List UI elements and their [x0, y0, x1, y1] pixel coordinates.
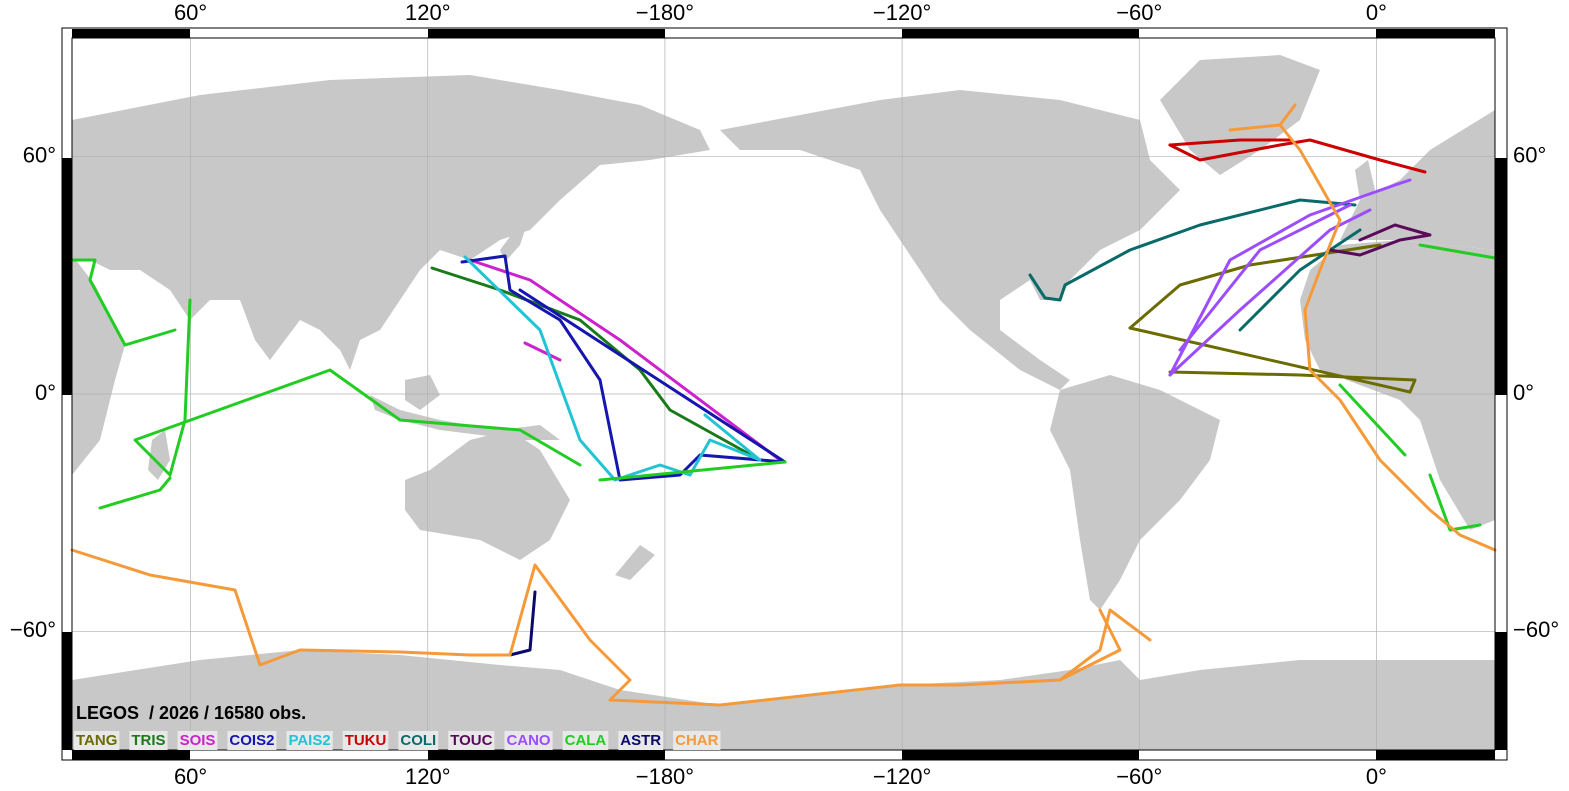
track — [1428, 473, 1482, 532]
legend-label: CHAR — [675, 732, 718, 749]
legend: TANG TRIS SOIS COIS2 PAIS2 TUKU COLI TOUC CANO CA… — [74, 731, 721, 750]
japan — [500, 200, 530, 262]
track — [1278, 103, 1297, 127]
track — [1328, 223, 1432, 257]
legend-box — [129, 731, 168, 750]
track — [468, 258, 782, 462]
legend-label: TRIS — [131, 732, 165, 749]
new-zealand — [615, 545, 655, 580]
track — [1128, 243, 1382, 330]
x-tick-label: 0° — [1366, 0, 1387, 25]
track — [430, 266, 762, 462]
north-america — [720, 90, 1180, 390]
track — [1238, 228, 1362, 332]
legend-box — [673, 731, 721, 750]
legend-label: PAIS2 — [288, 732, 330, 749]
track — [1058, 608, 1122, 682]
legend-label: COIS2 — [229, 732, 274, 749]
africa — [1300, 240, 1495, 530]
y-tick-label: 60° — [23, 142, 56, 167]
x-tick-label: 120° — [405, 0, 451, 25]
map-title: LEGOS / 2026 / 16580 obs. — [76, 703, 306, 723]
legend-box — [618, 731, 664, 750]
legend-box — [504, 731, 553, 750]
grid — [72, 38, 1495, 750]
track — [460, 254, 787, 482]
track — [98, 476, 172, 510]
legend-box — [398, 731, 439, 750]
legend-label: CANO — [506, 732, 550, 749]
x-tick-label: −180° — [636, 764, 694, 789]
y-tick-label: 0° — [35, 380, 56, 405]
y-tick-label: 60° — [1513, 142, 1546, 167]
europe — [1340, 110, 1495, 250]
y-tick-label: 0° — [1513, 380, 1534, 405]
track — [523, 341, 562, 362]
x-tick-label: 60° — [174, 764, 207, 789]
legend-box — [227, 731, 277, 750]
track — [1178, 203, 1352, 352]
legend-label: CALA — [565, 732, 607, 749]
x-tick-label: 120° — [405, 764, 451, 789]
greenland — [1160, 55, 1320, 175]
australia — [405, 430, 570, 560]
track — [598, 460, 787, 482]
south-america — [1050, 375, 1220, 610]
track — [463, 255, 762, 482]
x-tick-label: −120° — [873, 764, 931, 789]
britain — [1355, 160, 1375, 200]
legend-box — [74, 731, 120, 750]
legend-box — [562, 731, 609, 750]
track — [1228, 123, 1497, 552]
x-tick-label: −60° — [1116, 0, 1162, 25]
track — [70, 258, 177, 347]
track — [1128, 326, 1417, 394]
x-tick-label: −180° — [636, 0, 694, 25]
track — [1338, 383, 1407, 457]
legend-box — [177, 731, 218, 750]
track — [1418, 243, 1497, 260]
eurasia — [72, 75, 710, 370]
track — [1168, 178, 1412, 377]
legend-label: COLI — [400, 732, 436, 749]
track — [1028, 198, 1357, 302]
track — [1168, 208, 1372, 377]
y-tick-label: −60° — [10, 617, 56, 642]
legend-box — [448, 731, 495, 750]
track — [1168, 138, 1292, 147]
y-tick-label: −60° — [1513, 617, 1559, 642]
frame — [61, 27, 1508, 761]
x-tick-label: −60° — [1116, 764, 1162, 789]
legend-box — [286, 731, 333, 750]
legend-label: TANG — [76, 732, 117, 749]
borneo — [405, 375, 440, 410]
x-tick-label: −120° — [873, 0, 931, 25]
track — [508, 590, 537, 657]
legend-label: TUKU — [345, 732, 387, 749]
legend-label: SOIS — [180, 732, 216, 749]
track — [133, 298, 582, 477]
x-tick-label: 0° — [1366, 764, 1387, 789]
legend-label: ASTR — [620, 732, 661, 749]
legend-label: TOUC — [450, 732, 492, 749]
africa-west — [72, 255, 125, 475]
legend-box — [342, 731, 389, 750]
x-tick-label: 60° — [174, 0, 207, 25]
tracks — [70, 103, 1497, 707]
